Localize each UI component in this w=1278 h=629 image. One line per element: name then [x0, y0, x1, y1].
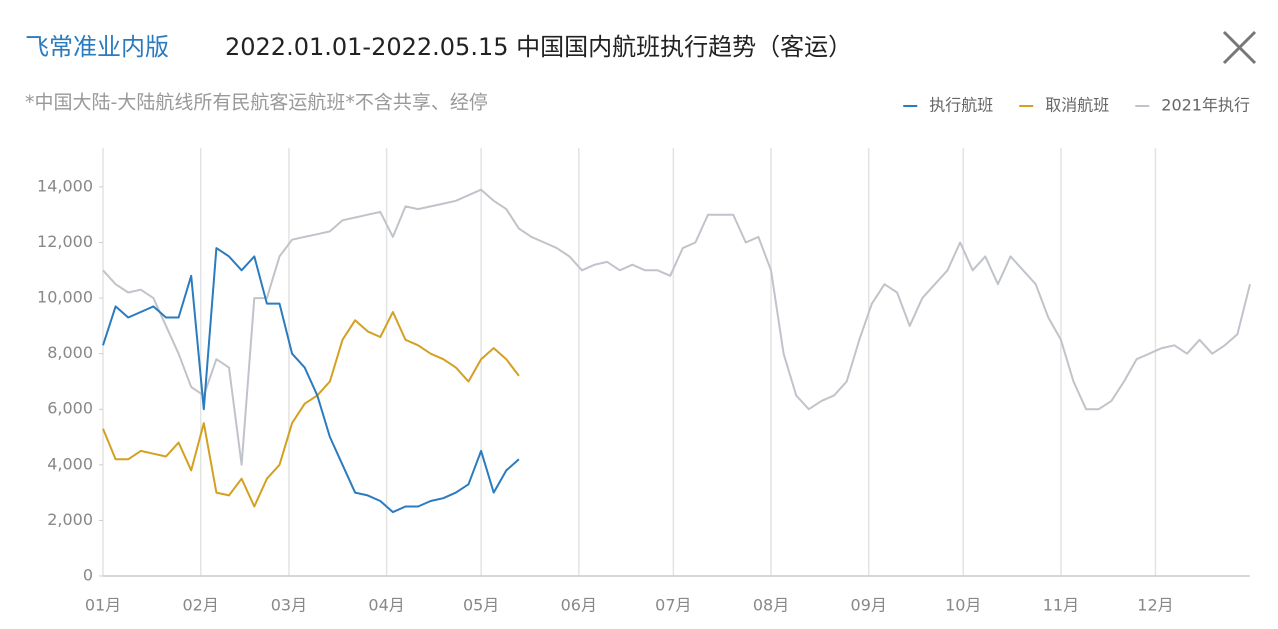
- x-tick-label: 05月: [463, 596, 499, 615]
- x-tick-label: 02月: [182, 596, 218, 615]
- x-tick-label: 11月: [1043, 596, 1079, 615]
- close-button[interactable]: [1222, 30, 1257, 65]
- x-tick-label: 04月: [368, 596, 404, 615]
- chart-subtitle: *中国大陆-大陆航线所有民航客运航班*不含共享、经停: [25, 92, 488, 114]
- x-tick-label: 12月: [1137, 596, 1173, 615]
- series-line: [102, 247, 520, 514]
- x-tick-label: 06月: [561, 596, 597, 615]
- y-tick-label: 4,000: [47, 454, 93, 473]
- x-tick-label: 03月: [271, 596, 307, 615]
- legend-label: 2021年执行: [1161, 96, 1250, 115]
- y-tick-label: 0: [83, 566, 93, 585]
- chart-title: 2022.01.01-2022.05.15 中国国内航班执行趋势（客运）: [225, 33, 852, 61]
- y-tick-label: 6,000: [47, 399, 93, 418]
- series-line: [102, 188, 1251, 466]
- legend-label: 执行航班: [929, 96, 993, 115]
- x-tick-label: 07月: [655, 596, 691, 615]
- x-tick-label: 01月: [85, 596, 121, 615]
- x-tick-label: 10月: [945, 596, 981, 615]
- y-tick-label: 2,000: [47, 510, 93, 529]
- legend-label: 取消航班: [1045, 96, 1109, 115]
- y-tick-label: 8,000: [47, 343, 93, 362]
- x-tick-label: 08月: [753, 596, 789, 615]
- x-tick-label: 09月: [851, 596, 887, 615]
- y-tick-label: 10,000: [37, 288, 93, 307]
- y-tick-label: 14,000: [37, 176, 93, 195]
- brand[interactable]: 飞常准业内版: [25, 33, 169, 61]
- series-line: [102, 311, 520, 508]
- y-tick-label: 12,000: [37, 232, 93, 251]
